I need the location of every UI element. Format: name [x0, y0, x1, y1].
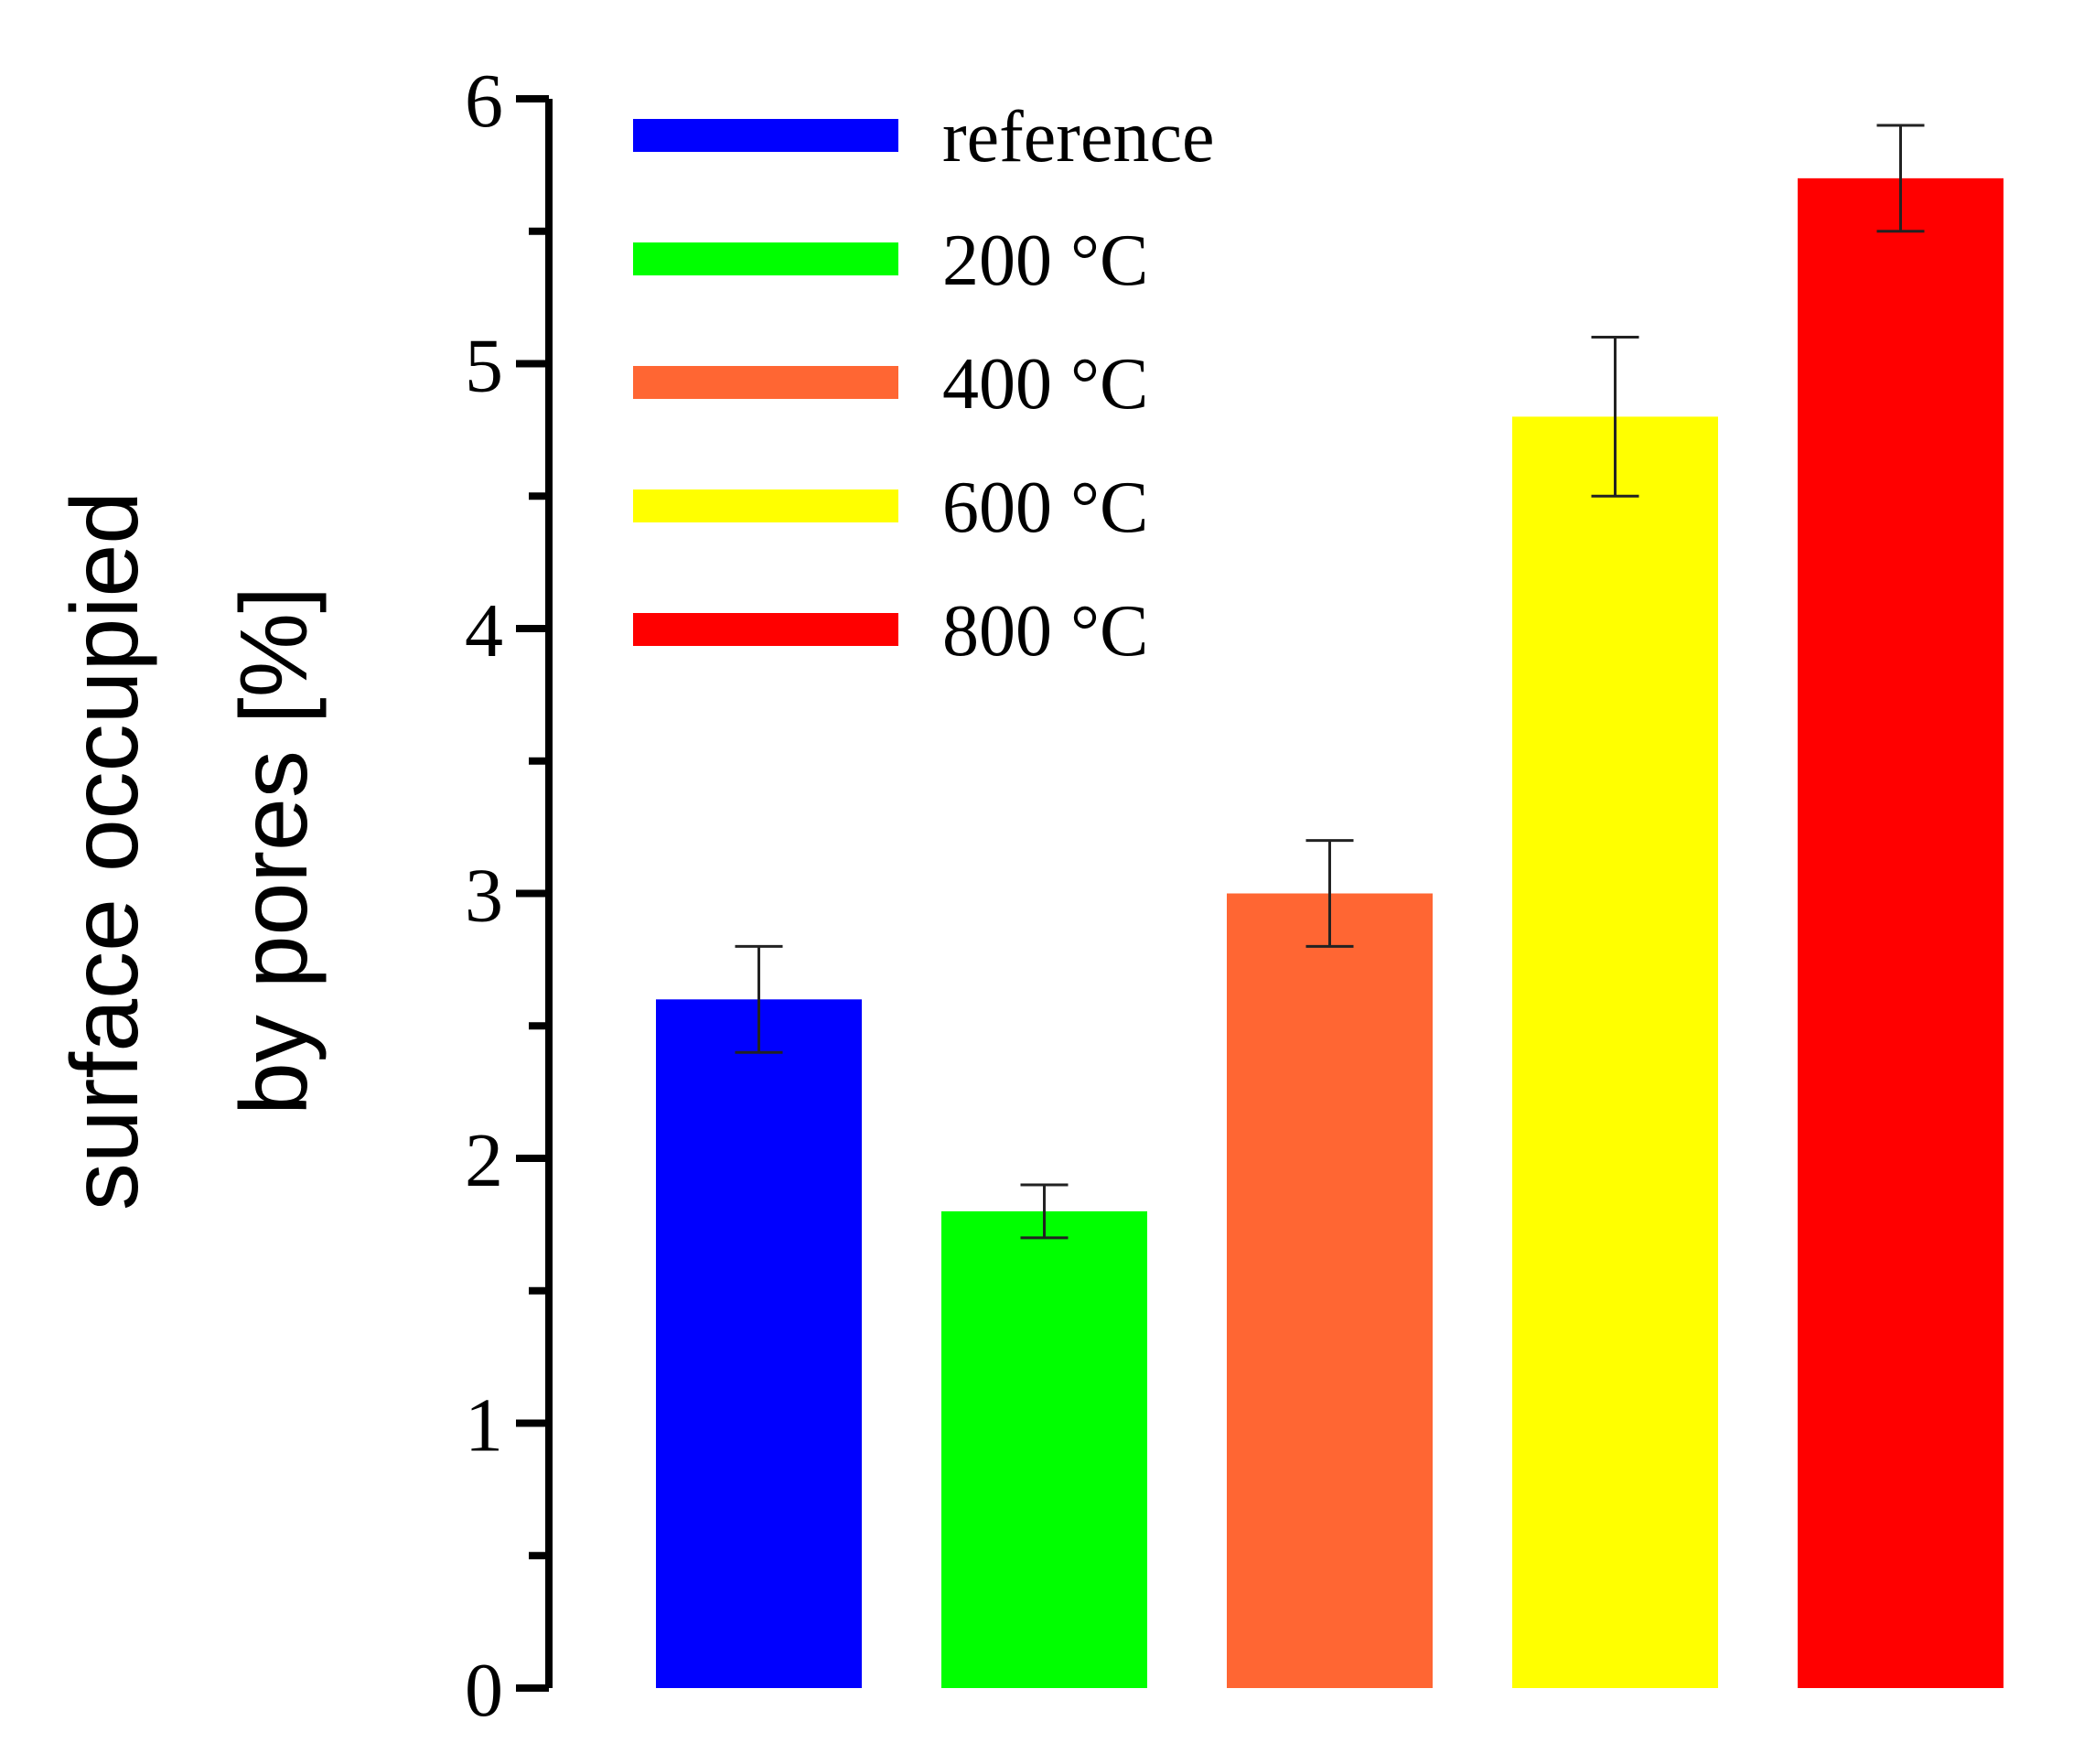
y-tick-label: 1	[465, 1383, 503, 1468]
legend-item: reference	[633, 97, 1214, 177]
y-tick-label: 6	[465, 59, 503, 144]
bar	[1798, 177, 2003, 1689]
legend-swatch	[633, 613, 898, 646]
legend-label: 400 °C	[942, 344, 1148, 425]
bar	[1227, 893, 1433, 1688]
y-tick-label: 4	[465, 588, 503, 673]
legend-label: 600 °C	[942, 468, 1148, 548]
legend-item: 200 °C	[633, 220, 1148, 301]
legend-label: reference	[942, 97, 1214, 177]
legend-item: 800 °C	[633, 591, 1148, 672]
legend: reference 200 °C 400 °C 600 °C 800 °C	[633, 97, 1214, 672]
legend-swatch	[633, 489, 898, 522]
legend-swatch	[633, 242, 898, 275]
bar	[656, 999, 862, 1688]
bar	[941, 1210, 1147, 1688]
legend-item: 600 °C	[633, 468, 1148, 548]
error-bar	[1305, 839, 1354, 948]
error-bar	[1876, 124, 1925, 233]
error-bar	[1591, 336, 1639, 498]
bar	[1512, 416, 1718, 1688]
y-axis: 0 1 2 3 4 5 6	[465, 59, 553, 1733]
error-bar	[735, 944, 783, 1054]
y-tick-label: 0	[465, 1648, 503, 1733]
y-tick-label: 2	[465, 1118, 503, 1203]
error-bar	[1020, 1183, 1069, 1240]
legend-label: 200 °C	[942, 220, 1148, 301]
legend-item: 400 °C	[633, 344, 1148, 425]
y-tick-label: 5	[465, 324, 503, 409]
y-axis-label-line-2: by pores [%]	[221, 586, 328, 1115]
bars	[656, 177, 2003, 1689]
legend-label: 800 °C	[942, 591, 1148, 672]
error-bars	[735, 124, 1925, 1240]
legend-swatch	[633, 366, 898, 399]
y-axis-label-line-1: surface occupied	[52, 491, 158, 1210]
legend-swatch	[633, 119, 898, 152]
y-axis-label: surface occupied by pores [%]	[52, 491, 328, 1210]
y-tick-label: 3	[465, 854, 503, 939]
